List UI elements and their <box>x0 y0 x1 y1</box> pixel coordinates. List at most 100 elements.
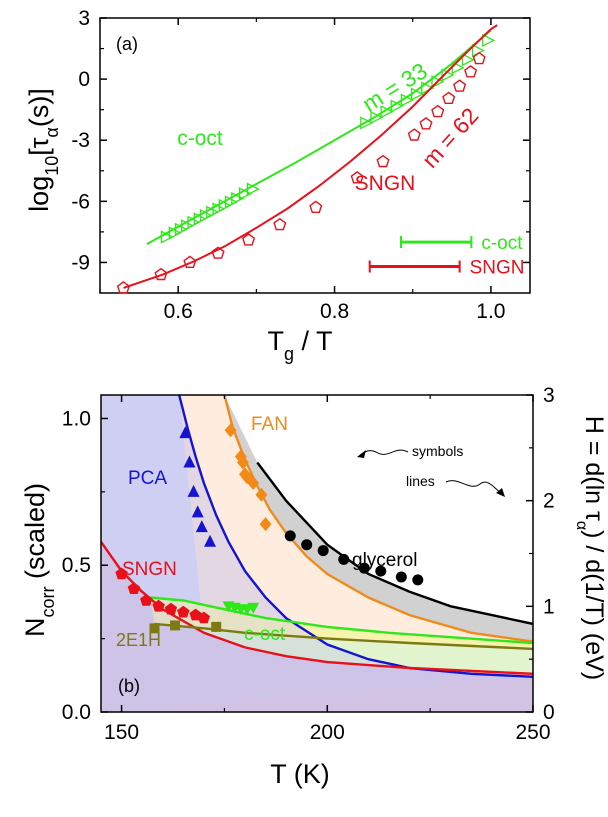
panel-b: 150 200 250 0.0 0.5 1.0 0 1 2 3 T (K) Ncorr (scaled… <box>20 384 608 789</box>
y-tick-label-right: 3 <box>543 384 555 407</box>
data-point <box>431 75 445 89</box>
y-tick-label: 0 <box>78 68 90 91</box>
data-point <box>206 205 220 219</box>
line-2e1h <box>154 622 533 651</box>
symbol-sngn <box>197 611 210 624</box>
data-point <box>199 209 213 223</box>
symbol-glycerol <box>284 530 296 542</box>
symbol-sngn <box>127 582 141 594</box>
x-tick-label: 0.6 <box>164 300 193 323</box>
series-label-fan: FAN <box>251 414 288 435</box>
y-tick-label-left: 0.5 <box>62 554 91 577</box>
line-sngn <box>101 541 533 675</box>
symbol-fan <box>259 517 272 532</box>
y-tick-label-right: 2 <box>543 490 555 513</box>
symbol-pca <box>195 520 208 533</box>
data-point <box>174 222 188 236</box>
symbol-glycerol <box>301 539 313 551</box>
x-tick-label: 1.0 <box>476 300 505 323</box>
x-tick-label: 150 <box>104 721 139 744</box>
data-point <box>370 110 384 124</box>
symbol-glycerol <box>412 574 424 586</box>
data-point <box>407 128 421 141</box>
series-label-2e1h: 2E1H <box>116 630 161 650</box>
series-label-pca: PCA <box>128 468 167 489</box>
symbol-fan <box>255 487 268 502</box>
annotation-m62: m = 62 <box>417 103 484 173</box>
x-tick-label: 0.8 <box>320 300 349 323</box>
range-label: SNGN <box>470 258 525 279</box>
data-point <box>160 230 174 244</box>
data-point <box>241 233 256 246</box>
y-tick-label: -3 <box>71 129 90 152</box>
plot-area <box>101 395 533 712</box>
data-point <box>410 87 425 101</box>
symbol-glycerol <box>338 553 350 565</box>
symbol-sngn <box>177 605 190 618</box>
data-point <box>238 187 253 201</box>
symbol-fan <box>224 423 237 438</box>
x-axis-label: T (K) <box>270 759 330 789</box>
y-tick-label-right: 0 <box>543 701 555 724</box>
range-label: c-oct <box>481 233 523 254</box>
data-point <box>224 195 239 209</box>
y-tick-label: -9 <box>71 251 90 274</box>
y-axis-label-left: Ncorr (scaled) <box>20 483 58 637</box>
data-point <box>246 182 260 196</box>
data-point <box>116 281 131 294</box>
symbol-fan <box>247 476 260 491</box>
data-point <box>482 33 496 47</box>
symbol-pca <box>183 455 196 468</box>
data-point <box>461 53 475 67</box>
data-point <box>360 116 374 130</box>
data-point <box>376 154 390 168</box>
data-point <box>218 198 232 212</box>
symbol-sngn <box>164 602 178 615</box>
series-label-glycerol: glycerol <box>352 550 417 571</box>
data-point <box>453 79 467 92</box>
data-point <box>350 171 364 184</box>
y-tick-label-left: 1.0 <box>62 407 91 430</box>
data-point <box>400 93 414 107</box>
data-point <box>231 191 245 206</box>
series-label-c-oct: c-oct <box>244 624 286 645</box>
data-point <box>273 217 287 231</box>
panel-a: 0.6 0.8 1.0 3 0 -3 -6 -9 Tg / T log10[τα(s)] (a) m … <box>24 7 531 364</box>
symbol-2e1h <box>149 623 160 634</box>
series-label-c-oct: c-oct <box>177 127 223 150</box>
y-tick-label-left: 0.0 <box>62 701 91 724</box>
y-tick-label: -6 <box>71 190 90 213</box>
data-point <box>472 51 486 65</box>
data-point <box>181 219 195 233</box>
note-arrow-symbols <box>359 449 409 456</box>
note-arrow-lines <box>445 480 503 495</box>
y-tick-label: 3 <box>78 7 90 30</box>
symbol-sngn <box>115 567 128 580</box>
note-arrowhead-symbols <box>357 450 366 458</box>
y-axis-label-right: H = d(ln τα) / d(1/T) (eV) <box>574 416 608 680</box>
data-point <box>464 65 478 78</box>
x-axis-label: Tg / T <box>267 326 332 364</box>
y-tick-label-right: 1 <box>543 595 555 618</box>
x-tick-label: 250 <box>515 721 550 744</box>
note-arrowhead-lines <box>496 488 505 497</box>
symbol-c-oct <box>247 602 260 614</box>
symbol-glycerol <box>317 545 329 557</box>
symbol-pca <box>204 534 217 547</box>
data-point <box>154 267 168 281</box>
symbol-glycerol <box>375 565 387 577</box>
data-point <box>212 202 226 216</box>
fit-line <box>123 24 498 289</box>
symbol-glycerol <box>358 562 370 574</box>
symbol-pca <box>191 505 204 518</box>
shade-glycerol <box>224 395 533 642</box>
x-tick-label: 200 <box>310 721 345 744</box>
data-point <box>183 255 197 268</box>
symbol-2e1h <box>211 621 222 632</box>
symbol-fan <box>236 455 249 470</box>
symbol-sngn <box>152 599 165 612</box>
panel-label: (a) <box>116 34 138 54</box>
data-point <box>193 212 207 226</box>
data-point <box>419 117 433 130</box>
